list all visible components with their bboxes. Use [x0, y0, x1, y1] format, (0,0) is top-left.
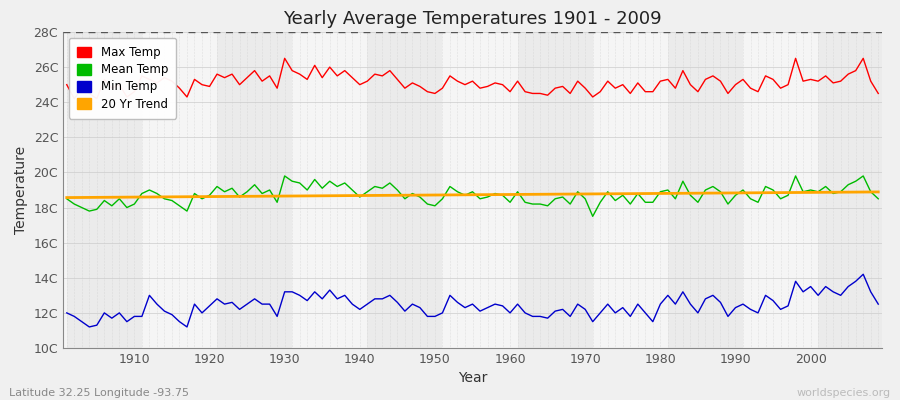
Bar [217, 32, 292, 348]
Y-axis label: Temperature: Temperature [14, 146, 28, 234]
Bar [668, 32, 743, 348]
Bar [518, 32, 593, 348]
Text: Latitude 32.25 Longitude -93.75: Latitude 32.25 Longitude -93.75 [9, 388, 189, 398]
X-axis label: Year: Year [458, 372, 487, 386]
Bar [443, 32, 518, 348]
Title: Yearly Average Temperatures 1901 - 2009: Yearly Average Temperatures 1901 - 2009 [284, 10, 662, 28]
Bar [142, 32, 217, 348]
Bar [292, 32, 367, 348]
Bar [367, 32, 443, 348]
Text: worldspecies.org: worldspecies.org [796, 388, 891, 398]
Bar [67, 32, 142, 348]
Bar [743, 32, 818, 348]
Bar [593, 32, 668, 348]
Legend: Max Temp, Mean Temp, Min Temp, 20 Yr Trend: Max Temp, Mean Temp, Min Temp, 20 Yr Tre… [69, 38, 176, 119]
Bar [818, 32, 886, 348]
